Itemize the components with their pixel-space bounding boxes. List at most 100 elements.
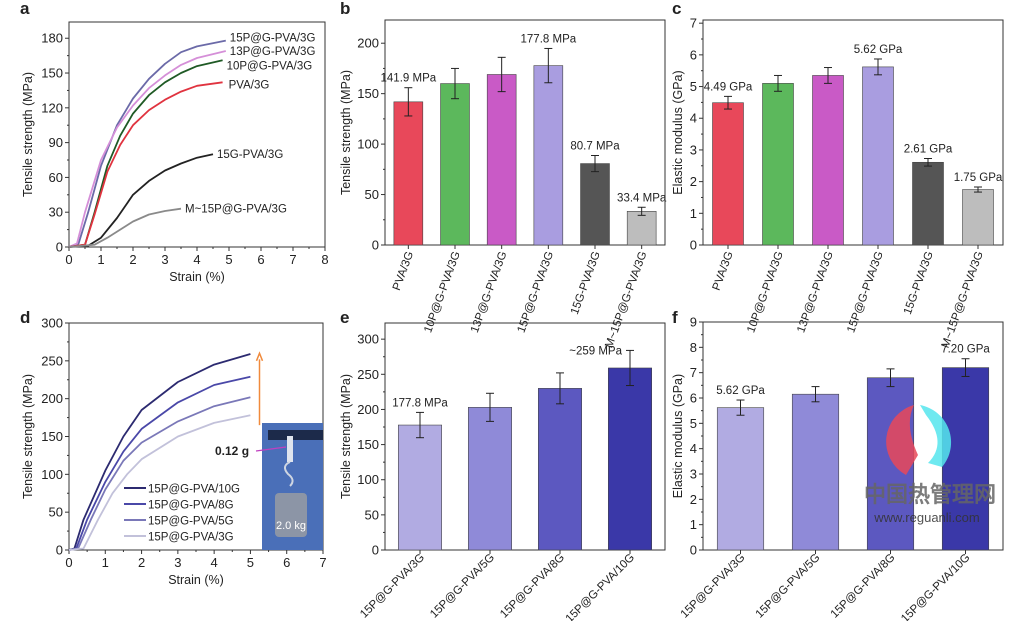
y-axis-label: Elastic modulus (GPa) xyxy=(671,70,685,194)
x-tick-label: 3 xyxy=(161,252,168,267)
axes-frame xyxy=(384,322,666,551)
x-tick-label: 2 xyxy=(138,555,145,570)
inset-photo: 2.0 kg 0.12 g xyxy=(215,423,323,550)
y-tick-label: 1 xyxy=(690,517,697,532)
x-tick-label: M~15P@G-PVA/3G xyxy=(940,250,986,350)
logo-cyan-shape xyxy=(920,405,952,467)
y-axis-label: Tensile strength (MPa) xyxy=(339,374,353,499)
data-label: 4.49 GPa xyxy=(704,81,753,93)
series-label: M~15P@G-PVA/3G xyxy=(185,204,287,216)
axes-frame xyxy=(702,19,1004,246)
data-label: 141.9 MPa xyxy=(381,73,437,85)
y-tick-label: 180 xyxy=(41,31,63,46)
weight xyxy=(275,493,307,537)
legend-label: 15P@G-PVA/3G xyxy=(148,532,234,544)
sample-mass-label: 0.12 g xyxy=(215,444,249,458)
hook-icon xyxy=(284,461,294,487)
y-tick-label: 5 xyxy=(690,79,697,94)
x-tick-label: 3 xyxy=(174,555,181,570)
x-tick-label: 15P@G-PVA/3G xyxy=(358,552,427,621)
series-line xyxy=(68,50,227,248)
x-tick-label: 0 xyxy=(65,252,72,267)
legend-label: 15P@G-PVA/5G xyxy=(148,516,234,528)
legend-label: 15P@G-PVA/10G xyxy=(148,484,240,496)
y-tick-label: 0 xyxy=(372,238,379,253)
y-tick-label: 300 xyxy=(41,316,63,331)
y-axis-label: Tensile strength (MPa) xyxy=(21,374,35,499)
film-sample xyxy=(287,436,293,462)
watermark-logo: 中国热管理网 www.reguanli.com xyxy=(864,405,996,525)
series-label: 15G-PVA/3G xyxy=(217,149,283,161)
y-tick-label: 50 xyxy=(49,505,63,520)
data-label: 33.4 MPa xyxy=(617,192,667,204)
bar xyxy=(486,74,517,246)
y-tick-label: 150 xyxy=(41,429,63,444)
panel-c: c 0 1 2 3 4 5 6 7 Elastic modulus (GPa) PVA/3G 4.49… xyxy=(671,0,1004,350)
x-tick-label: 6 xyxy=(283,555,290,570)
panel-f: f 0 1 2 3 4 5 6 7 8 9 Elastic modulus (GPa) 15P@G-PV… xyxy=(671,308,1004,621)
x-tick-label: 7 xyxy=(319,555,326,570)
x-axis-label: Strain (%) xyxy=(169,270,225,284)
series-line xyxy=(68,59,223,248)
y-tick-label: 30 xyxy=(49,205,63,220)
bar xyxy=(716,407,765,551)
bar xyxy=(467,407,512,551)
bar xyxy=(791,393,840,551)
x-tick-label: 15G-PVA/3G xyxy=(569,250,603,316)
y-tick-label: 100 xyxy=(41,467,63,482)
y-tick-label: 100 xyxy=(357,137,379,152)
weight-label: 2.0 kg xyxy=(276,520,306,532)
x-tick-label: 4 xyxy=(193,252,200,267)
series-line xyxy=(68,375,251,551)
series-line xyxy=(68,81,223,248)
bar xyxy=(440,83,470,246)
y-tick-label: 250 xyxy=(41,353,63,368)
series-line xyxy=(68,414,251,551)
x-tick-label: 8 xyxy=(321,252,328,267)
data-label: 2.61 GPa xyxy=(904,143,953,155)
legend-label: 15P@G-PVA/8G xyxy=(148,500,234,512)
y-tick-label: 6 xyxy=(690,47,697,62)
y-tick-label: 0 xyxy=(56,240,63,255)
y-tick-label: 2 xyxy=(690,492,697,507)
panel-letter: f xyxy=(672,308,678,327)
series-label: PVA/3G xyxy=(229,79,270,91)
y-tick-label: 200 xyxy=(357,36,379,51)
y-tick-label: 4 xyxy=(690,111,697,126)
y-tick-label: 60 xyxy=(49,170,63,185)
x-tick-label: 15P@G-PVA/8G xyxy=(829,552,898,621)
x-tick-label: 7 xyxy=(289,252,296,267)
y-tick-label: 150 xyxy=(41,66,63,81)
bar xyxy=(580,163,610,246)
bar xyxy=(537,388,582,551)
data-label: ~259 MPa xyxy=(569,345,622,357)
x-tick-label: 4 xyxy=(211,555,218,570)
arrow-head-icon xyxy=(255,351,264,362)
series-line xyxy=(68,207,182,248)
clamp xyxy=(268,430,323,440)
series-line xyxy=(68,353,251,551)
bar xyxy=(941,367,990,551)
y-tick-label: 3 xyxy=(690,467,697,482)
y-tick-label: 7 xyxy=(690,16,697,31)
x-tick-label: 15P@G-PVA/5G xyxy=(754,552,823,621)
bar xyxy=(762,83,794,246)
y-axis-label: Tensile strength (MPa) xyxy=(21,72,35,197)
y-tick-label: 200 xyxy=(357,402,379,417)
y-axis-label: Elastic modulus (GPa) xyxy=(671,374,685,498)
series-label: 10P@G-PVA/3G xyxy=(227,60,313,72)
bar xyxy=(607,367,652,551)
y-tick-label: 100 xyxy=(357,472,379,487)
data-label: 80.7 MPa xyxy=(570,141,620,153)
bar xyxy=(397,424,442,551)
bar xyxy=(626,211,657,246)
y-tick-label: 0 xyxy=(690,238,697,253)
panel-letter: e xyxy=(340,308,349,327)
y-tick-label: 250 xyxy=(357,367,379,382)
y-tick-label: 0 xyxy=(690,543,697,558)
panel-letter: b xyxy=(340,0,350,18)
x-axis-label: Strain (%) xyxy=(168,573,224,587)
panel-a: a 0 30 60 90 120 150 180 Tensile strength (MPa) 0… xyxy=(20,0,329,284)
y-tick-label: 150 xyxy=(357,437,379,452)
